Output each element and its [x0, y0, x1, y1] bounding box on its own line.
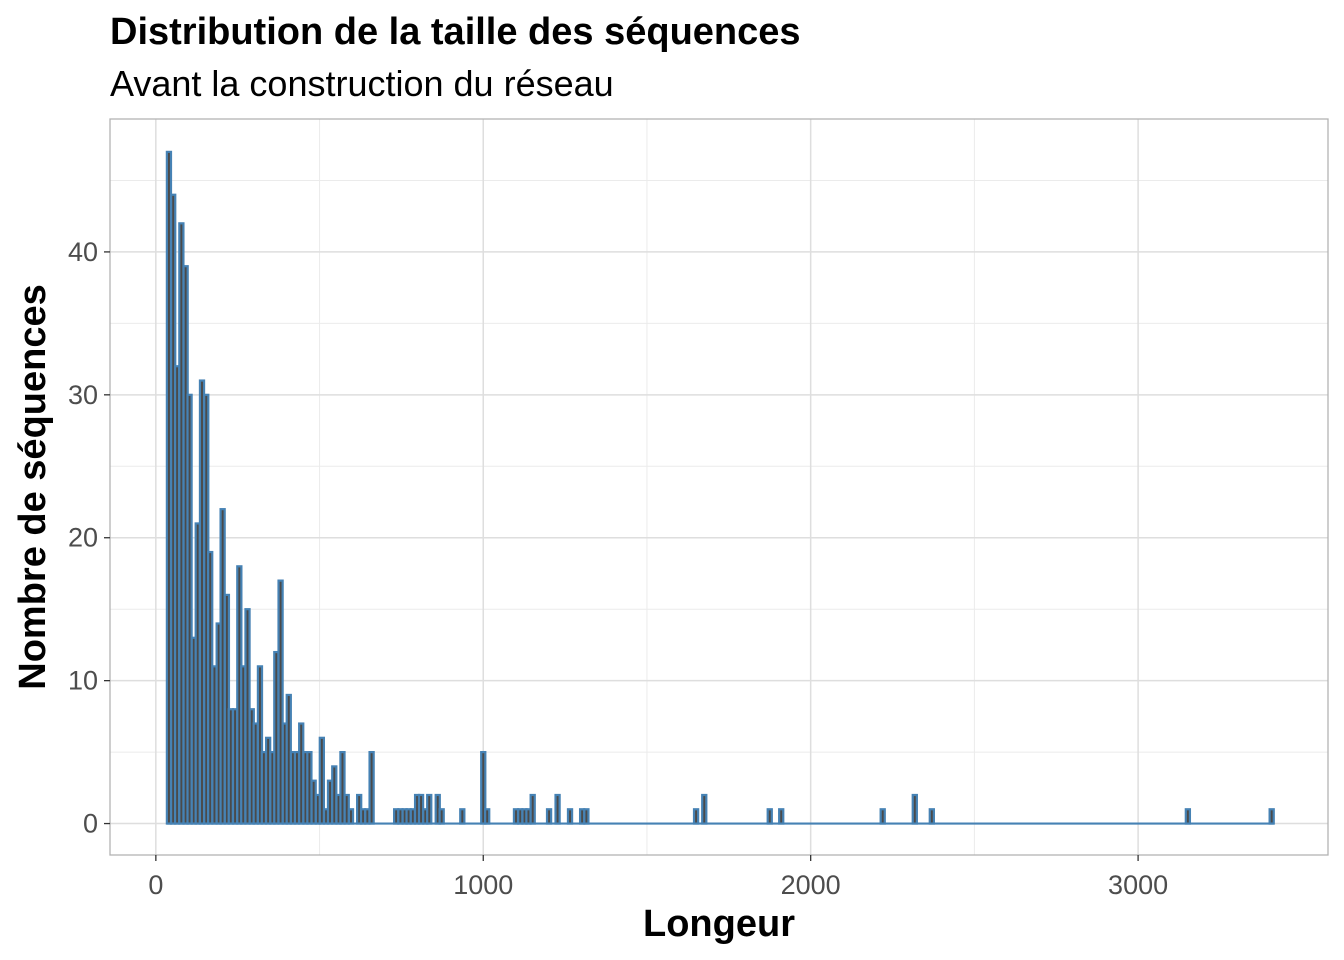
- histogram-bar: [1184, 808, 1192, 825]
- x-tick-label: 0: [148, 870, 163, 900]
- x-axis-ticks: 0 1000 2000 3000: [148, 855, 1168, 900]
- histogram-bar: [480, 751, 487, 825]
- x-axis-title: Longeur: [643, 903, 795, 945]
- y-tick-label: 30: [68, 380, 98, 410]
- histogram-bar: [529, 793, 536, 825]
- y-axis-title: Nombre de séquences: [12, 284, 54, 689]
- histogram-bar: [692, 808, 700, 825]
- y-tick-label: 20: [68, 523, 98, 553]
- chart-subtitle: Avant la construction du réseau: [110, 63, 614, 104]
- histogram-bar: [339, 751, 346, 825]
- x-tick-label: 1000: [453, 870, 513, 900]
- minor-gridlines: [110, 119, 1328, 855]
- histogram-bar: [347, 808, 355, 825]
- chart-title: Distribution de la taille des séquences: [110, 11, 801, 53]
- histogram-bar: [484, 808, 491, 825]
- y-tick-label: 0: [83, 809, 98, 839]
- histogram-bar: [778, 808, 785, 825]
- histogram-bar: [928, 808, 935, 825]
- histogram-bar: [368, 751, 375, 825]
- histogram-bar: [426, 793, 433, 825]
- histogram-bar: [186, 393, 193, 825]
- y-axis-ticks: 0 10 20 30 40: [68, 237, 110, 839]
- histogram-bar: [277, 579, 284, 825]
- x-tick-label: 3000: [1108, 870, 1168, 900]
- histogram-bar: [879, 808, 886, 825]
- histogram-bar: [1268, 808, 1275, 825]
- histogram-bars: [165, 150, 1275, 825]
- histogram-bar: [701, 793, 708, 825]
- histogram-bar: [566, 808, 574, 825]
- histogram-bar: [583, 808, 590, 825]
- histogram-bar: [318, 736, 326, 825]
- y-tick-label: 40: [68, 237, 98, 267]
- histogram-bar: [554, 793, 561, 825]
- histogram-bar: [766, 808, 773, 825]
- histogram-bar: [256, 665, 264, 825]
- x-tick-label: 2000: [781, 870, 841, 900]
- histogram-bar: [459, 808, 466, 825]
- histogram-bar: [438, 808, 445, 825]
- histogram-bar: [545, 808, 553, 825]
- plot-panel-border: [109, 118, 1329, 856]
- plot-panel: [110, 119, 1328, 855]
- y-tick-label: 10: [68, 666, 98, 696]
- histogram-bar: [911, 793, 918, 825]
